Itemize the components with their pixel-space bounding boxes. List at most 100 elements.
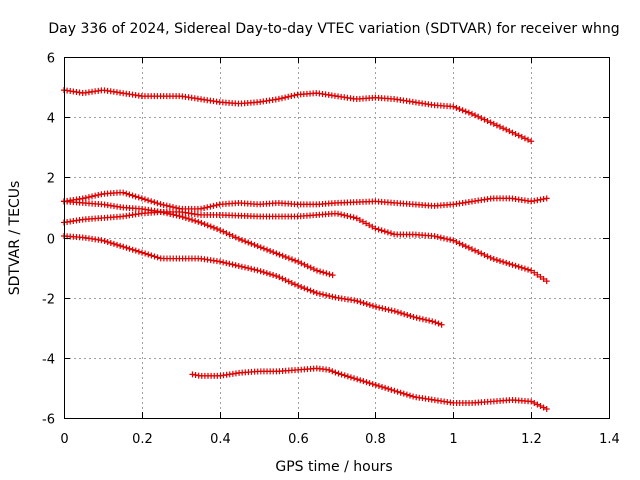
data-point	[195, 218, 202, 225]
data-point	[540, 195, 547, 202]
data-point	[132, 247, 139, 254]
data-point	[444, 236, 451, 243]
data-point	[179, 214, 186, 221]
data-point	[226, 260, 233, 267]
data-point	[353, 215, 360, 222]
data-point	[456, 106, 463, 113]
data-point	[182, 214, 189, 221]
chart-title: Day 336 of 2024, Sidereal Day-to-day VTE…	[48, 21, 619, 37]
data-point	[431, 233, 438, 240]
data-point	[207, 223, 214, 230]
data-point	[123, 190, 130, 197]
data-point	[450, 237, 457, 244]
data-point	[481, 251, 488, 258]
data-point	[521, 135, 528, 142]
y-tick-label: -4	[42, 353, 55, 368]
data-point	[285, 93, 292, 100]
data-point	[326, 292, 333, 299]
data-point	[192, 217, 199, 224]
data-point	[166, 203, 173, 210]
y-tick-label: 2	[47, 172, 55, 187]
data-point	[288, 93, 295, 100]
data-point	[141, 196, 148, 203]
data-point	[472, 112, 479, 119]
data-point	[329, 272, 336, 279]
data-point	[493, 122, 500, 129]
data-point	[114, 241, 121, 248]
data-point	[248, 240, 255, 247]
data-point	[490, 120, 497, 127]
data-point	[217, 227, 224, 234]
data-point	[509, 261, 516, 268]
data-point	[310, 288, 317, 295]
grid	[64, 57, 609, 418]
data-point	[453, 104, 460, 111]
data-point	[98, 237, 105, 244]
data-point	[257, 268, 264, 275]
data-point	[223, 230, 230, 237]
data-point	[266, 271, 273, 278]
data-point	[453, 238, 460, 245]
data-point	[375, 382, 382, 389]
data-point	[497, 123, 503, 130]
data-point	[235, 262, 242, 269]
data-point	[369, 223, 376, 230]
data-point	[242, 238, 249, 245]
data-point	[366, 222, 373, 229]
data-point	[360, 300, 367, 307]
axis-ticks: 0 0.2 0.4 0.6 0.8 1 1.2 1.4 -6 -4 -2 0 2 4 6	[42, 52, 620, 448]
data-point	[170, 211, 177, 218]
data-point	[316, 290, 323, 297]
data-point	[509, 129, 516, 136]
data-point	[245, 239, 252, 246]
data-point	[410, 313, 417, 320]
data-point	[447, 236, 454, 243]
data-point	[462, 108, 469, 115]
data-point	[323, 292, 330, 299]
data-point	[490, 256, 497, 263]
data-point	[388, 386, 395, 393]
data-point	[347, 374, 354, 381]
data-point	[142, 250, 149, 257]
series-satellite-6	[189, 365, 550, 412]
data-point	[132, 193, 139, 200]
data-point	[406, 392, 413, 399]
data-point	[304, 263, 311, 270]
data-point	[332, 369, 339, 376]
y-tick-label: 4	[47, 112, 55, 127]
data-point	[232, 262, 239, 269]
y-tick-label: 6	[47, 52, 55, 67]
data-point	[416, 315, 423, 322]
x-tick-label: 1.2	[521, 432, 542, 447]
data-point	[419, 316, 426, 323]
data-point	[351, 375, 358, 382]
data-point	[400, 390, 407, 397]
data-point	[89, 193, 96, 200]
data-point	[528, 398, 535, 405]
data-point	[304, 286, 311, 293]
data-point	[282, 277, 289, 284]
data-point	[92, 192, 99, 199]
data-point	[285, 255, 292, 262]
data-point	[437, 234, 444, 241]
data-point	[301, 261, 308, 268]
data-point	[135, 194, 142, 201]
data-point	[354, 376, 361, 383]
data-point	[354, 298, 361, 305]
data-point	[484, 118, 491, 125]
data-point	[192, 371, 199, 378]
data-point	[525, 136, 532, 143]
data-point	[465, 244, 472, 251]
data-point	[503, 126, 510, 133]
data-point	[176, 213, 183, 220]
data-point	[279, 95, 285, 102]
data-point	[335, 370, 342, 377]
data-point	[198, 219, 205, 226]
data-point	[251, 241, 258, 248]
data-point	[462, 243, 469, 250]
data-point	[273, 273, 280, 280]
data-point	[207, 203, 214, 210]
x-axis-label: GPS time / hours	[275, 459, 392, 475]
data-point	[435, 320, 442, 327]
data-point	[338, 371, 345, 378]
